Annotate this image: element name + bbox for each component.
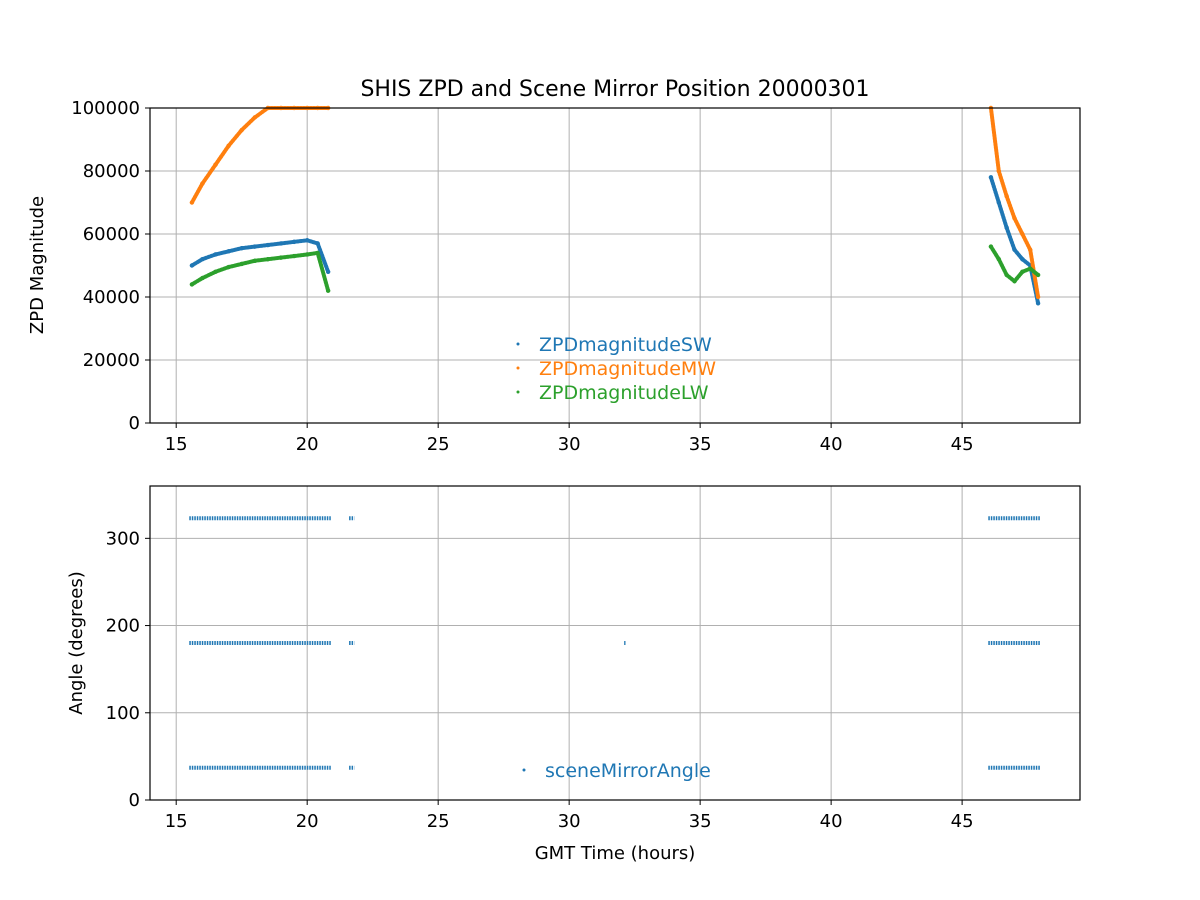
top-point-band bbox=[239, 115, 257, 133]
top-point-band bbox=[1020, 232, 1033, 252]
top-point-band bbox=[213, 265, 231, 274]
top-y-tick-label: 80000 bbox=[83, 161, 140, 182]
bottom-legend: sceneMirrorAngle bbox=[522, 760, 711, 782]
bottom-x-tick-label: 15 bbox=[165, 811, 188, 832]
bottom-data-layer bbox=[189, 516, 1041, 770]
top-x-tick-label: 15 bbox=[165, 434, 188, 455]
bottom-x-tick-label: 20 bbox=[296, 811, 319, 832]
x-axis-label: GMT Time (hours) bbox=[535, 843, 696, 864]
bottom-legend-marker bbox=[522, 768, 526, 772]
bottom-x-tick-label: 25 bbox=[427, 811, 450, 832]
top-point-band bbox=[1004, 194, 1017, 221]
bottom-axes-frame bbox=[149, 485, 1081, 801]
top-point-band bbox=[189, 181, 205, 205]
top-y-tick-label: 60000 bbox=[83, 224, 140, 245]
top-point-band bbox=[1004, 225, 1017, 252]
top-ticks: 15 20 25 30 35 40 45 0 20000 40000 60000 80000 10000… bbox=[71, 98, 973, 455]
top-legend-marker bbox=[516, 366, 520, 370]
top-x-tick-label: 20 bbox=[296, 434, 319, 455]
top-series-2 bbox=[189, 244, 1041, 293]
top-legend-label: ZPDmagnitudeLW bbox=[539, 382, 709, 404]
top-point-band bbox=[213, 143, 231, 167]
top-point-band bbox=[988, 106, 1001, 173]
bottom-x-tick-label: 45 bbox=[951, 811, 974, 832]
top-x-tick-label: 25 bbox=[427, 434, 450, 455]
top-x-tick-label: 45 bbox=[951, 434, 974, 455]
top-point-band bbox=[226, 246, 244, 254]
top-point-band bbox=[200, 162, 218, 186]
top-point-band bbox=[200, 269, 218, 281]
top-point bbox=[1035, 294, 1041, 300]
bottom-y-tick-label: 300 bbox=[106, 528, 140, 549]
top-point-band bbox=[200, 252, 218, 262]
top-y-tick-label: 0 bbox=[129, 413, 140, 434]
bottom-y-tick-label: 200 bbox=[106, 616, 140, 637]
top-axes-frame bbox=[149, 107, 1081, 424]
top-point-band bbox=[988, 244, 1001, 262]
top-x-tick-label: 30 bbox=[558, 434, 581, 455]
top-point-band bbox=[996, 257, 1009, 277]
top-point bbox=[1035, 301, 1041, 306]
top-legend-label: ZPDmagnitudeSW bbox=[539, 334, 712, 356]
top-point-band bbox=[213, 249, 231, 257]
top-point-band bbox=[239, 258, 257, 266]
top-y-tick-label: 20000 bbox=[83, 350, 140, 371]
top-point-band bbox=[315, 241, 331, 274]
bottom-y-tick-label: 0 bbox=[129, 790, 140, 811]
top-point-band bbox=[996, 200, 1009, 230]
top-data-layer bbox=[189, 105, 1041, 306]
top-y-tick-label: 100000 bbox=[71, 98, 140, 119]
bottom-x-tick-label: 40 bbox=[820, 811, 843, 832]
bottom-x-tick-label: 35 bbox=[689, 811, 712, 832]
top-point-band bbox=[988, 175, 1001, 205]
top-legend-marker bbox=[516, 390, 520, 394]
top-y-axis-label: ZPD Magnitude bbox=[27, 196, 48, 334]
top-legend: ZPDmagnitudeSWZPDmagnitudeMWZPDmagnitude… bbox=[516, 334, 716, 404]
top-point-band bbox=[226, 128, 244, 148]
top-x-tick-label: 40 bbox=[820, 434, 843, 455]
top-x-tick-label: 35 bbox=[689, 434, 712, 455]
top-legend-label: ZPDmagnitudeMW bbox=[539, 358, 716, 380]
top-y-tick-label: 40000 bbox=[83, 287, 140, 308]
bottom-series-0 bbox=[189, 516, 1041, 770]
bottom-x-tick-label: 30 bbox=[558, 811, 581, 832]
top-point-band bbox=[996, 169, 1009, 199]
bottom-y-axis-label: Angle (degrees) bbox=[66, 571, 87, 714]
top-point bbox=[325, 269, 331, 274]
top-series-1 bbox=[189, 105, 1041, 300]
top-point-band bbox=[226, 261, 244, 270]
top-series-0 bbox=[189, 175, 1041, 306]
top-point bbox=[1035, 272, 1041, 278]
top-legend-marker bbox=[516, 342, 520, 346]
bottom-y-tick-label: 100 bbox=[106, 703, 140, 724]
chart-title: SHIS ZPD and Scene Mirror Position 20000… bbox=[360, 77, 869, 102]
bottom-ticks: 15 20 25 30 35 40 45 0 100 200 300 bbox=[106, 528, 974, 832]
top-point-band bbox=[315, 250, 331, 293]
bottom-legend-label: sceneMirrorAngle bbox=[545, 760, 711, 782]
top-point bbox=[325, 288, 331, 293]
top-point-band bbox=[252, 106, 270, 120]
top-point-band bbox=[1012, 216, 1025, 236]
